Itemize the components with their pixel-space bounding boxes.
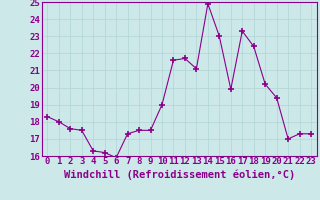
X-axis label: Windchill (Refroidissement éolien,°C): Windchill (Refroidissement éolien,°C) [64, 169, 295, 180]
